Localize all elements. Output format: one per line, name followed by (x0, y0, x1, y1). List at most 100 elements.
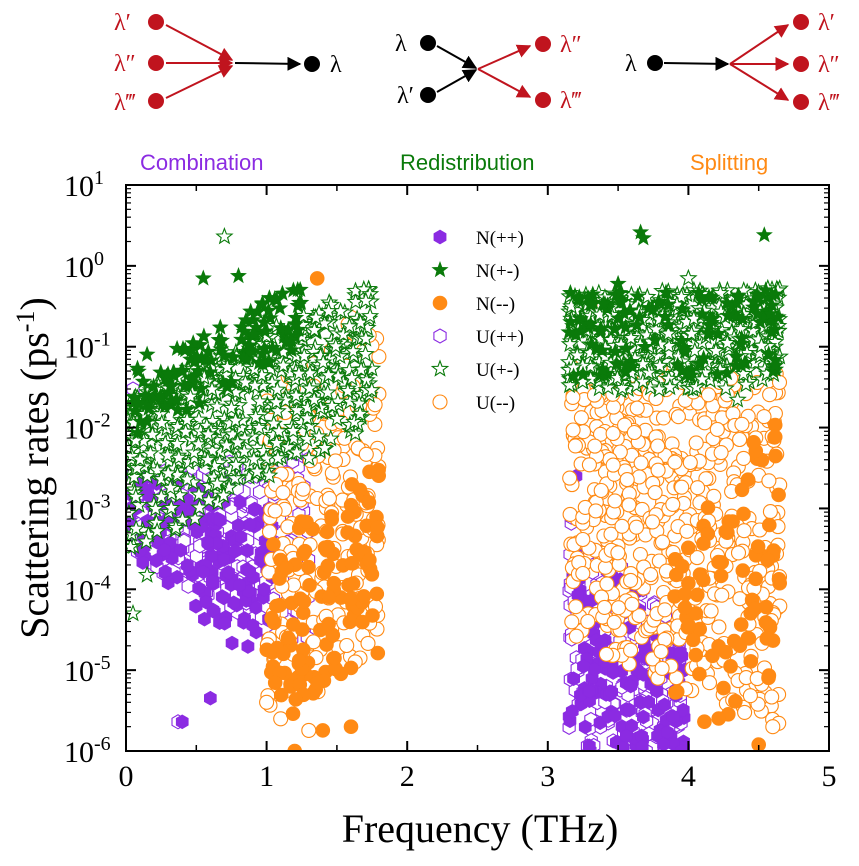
point-upm (300, 378, 319, 397)
point-nmm (317, 540, 333, 556)
point-npm (279, 320, 297, 338)
combination-diagram: λ′ λ″ λ‴ λ (114, 10, 342, 116)
point-upm (736, 375, 756, 393)
point-nmm (767, 429, 783, 445)
point-nmm (364, 566, 380, 582)
point-npp (676, 702, 690, 718)
point-upm (162, 484, 181, 502)
point-npm (176, 376, 194, 393)
splitting-output-label-3: λ‴ (818, 90, 840, 116)
splitting-input-dot (647, 55, 663, 71)
point-npm (283, 341, 301, 358)
point-nmm (695, 572, 711, 588)
point-umm (709, 421, 725, 437)
point-npm (233, 330, 251, 347)
point-upm (248, 462, 267, 480)
point-upm (734, 364, 753, 382)
point-npm (134, 372, 152, 389)
point-upm (306, 308, 326, 326)
point-upm (679, 268, 698, 287)
x-tick-label: 3 (540, 760, 555, 793)
point-upm (226, 455, 246, 473)
point-umm (647, 485, 663, 501)
point-npp (666, 709, 680, 724)
point-npp (606, 665, 620, 680)
point-umm (657, 602, 673, 618)
point-upm (198, 450, 217, 468)
point-npp (150, 553, 163, 568)
point-npm (628, 316, 646, 333)
combination-input-label-3: λ‴ (114, 90, 136, 116)
point-npp (228, 543, 242, 559)
point-umm (371, 349, 387, 365)
point-upm (161, 478, 180, 496)
point-upm (560, 334, 580, 353)
point-npp (241, 639, 255, 654)
point-nmm (365, 608, 380, 623)
point-npm (195, 327, 213, 344)
point-upm (141, 443, 160, 462)
point-nmm (321, 616, 336, 632)
point-umm (575, 531, 591, 548)
point-npm (699, 324, 717, 341)
point-upm (184, 443, 204, 461)
point-upm (334, 325, 353, 343)
point-umm (765, 719, 781, 735)
point-umm (761, 473, 777, 489)
point-umm (655, 410, 672, 426)
splitting-arrow-in (663, 56, 730, 71)
point-npm (176, 341, 194, 358)
point-upm (305, 390, 324, 408)
y-tick-label: 10-1 (64, 329, 111, 365)
point-upm (346, 424, 365, 442)
point-npm (744, 298, 762, 315)
redistribution-output-dot-2 (535, 92, 551, 108)
point-npm (156, 397, 174, 414)
series-npm (126, 223, 787, 441)
point-npm (766, 357, 784, 374)
point-npm (212, 340, 230, 357)
point-nmm (327, 650, 342, 666)
point-npp (201, 534, 214, 550)
point-upm (254, 441, 273, 459)
point-npp (623, 702, 636, 718)
point-upm (178, 470, 197, 488)
point-upm (143, 425, 162, 443)
point-umm (575, 565, 591, 582)
point-npm (593, 361, 612, 378)
point-nmm (685, 632, 701, 648)
legend-label-upm: U(+-) (476, 360, 519, 381)
point-umm (762, 387, 778, 403)
point-npm (606, 342, 624, 359)
point-npp (161, 575, 175, 591)
combination-input-label-2: λ″ (114, 51, 136, 77)
point-upm (185, 509, 205, 527)
point-nmm (734, 482, 750, 498)
point-npm (569, 291, 587, 308)
point-npm (284, 281, 302, 298)
redistribution-arrow-in-2 (436, 69, 478, 93)
point-npm (673, 300, 691, 317)
point-upm (126, 446, 141, 464)
point-npm (757, 281, 775, 298)
point-upm (297, 408, 317, 427)
point-upm (256, 448, 276, 467)
x-tick-label: 5 (822, 760, 837, 793)
point-upm (148, 521, 167, 540)
point-umm (653, 644, 669, 660)
point-npm (650, 293, 668, 310)
point-upm (343, 341, 363, 360)
point-umm (654, 534, 671, 550)
point-upm (621, 328, 641, 346)
point-npm (194, 269, 212, 286)
point-nmm (370, 520, 385, 535)
combination-input-dot-1 (148, 14, 164, 30)
point-nmm (266, 536, 281, 552)
point-nmm (362, 464, 377, 480)
x-tick-label: 0 (119, 760, 134, 793)
point-umm (358, 446, 374, 462)
legend-label-npm: N(+-) (476, 261, 519, 282)
point-npm (138, 345, 156, 362)
point-upm (214, 486, 233, 504)
